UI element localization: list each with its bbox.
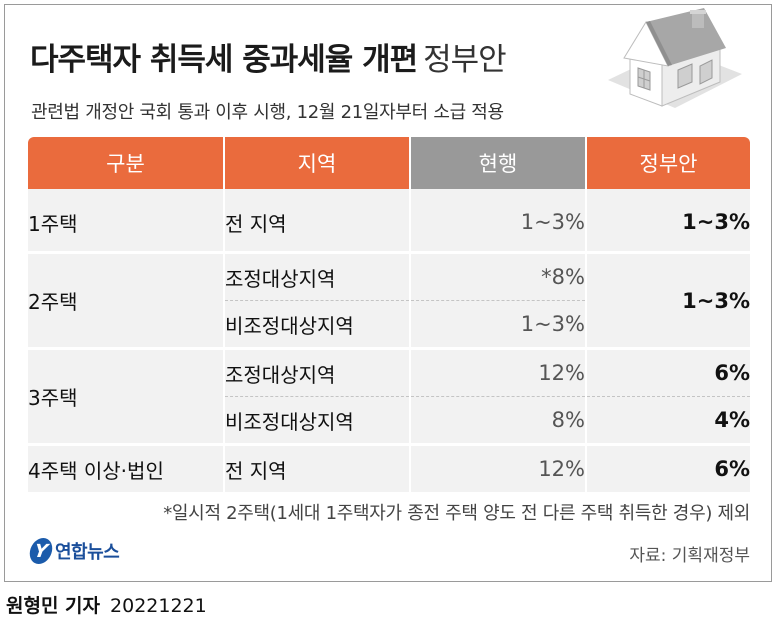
table-row: 비조정대상지역 8% 4%: [28, 396, 750, 445]
table-row: 3주택 조정대상지역 12% 6%: [28, 347, 750, 445]
current-rate-cell: 8%: [410, 396, 587, 445]
category-cell: 4주택 이상·법인: [28, 443, 225, 492]
proposal-rate-cell: 4%: [586, 396, 750, 445]
publish-date: 20221221: [110, 595, 207, 617]
region-cell: 전 지역: [224, 189, 411, 253]
proposal-rate-cell: 6%: [586, 443, 750, 492]
current-rate-cell: 12%: [410, 443, 587, 492]
current-rate-cell: 12%: [410, 347, 587, 397]
region-cell: 비조정대상지역: [224, 396, 411, 445]
yonhap-logo-icon: Y: [27, 538, 55, 564]
category-cell: 1주택: [28, 189, 225, 253]
table-row: 2주택 조정대상지역 *8% 1~3%: [28, 251, 750, 349]
region-cell: 전 지역: [224, 443, 411, 492]
footnote: *일시적 2주택(1세대 1주택자가 종전 주택 양도 전 다른 주택 취득한 …: [163, 503, 750, 524]
proposal-rate-cell: 6%: [586, 347, 750, 397]
title-suffix: 정부안: [423, 42, 507, 78]
header-proposal: 정부안: [586, 137, 750, 189]
source-credit: 자료: 기획재정부: [629, 546, 750, 566]
current-rate-cell: 1~3%: [410, 300, 587, 349]
table-row: 4주택 이상·법인 전 지역 12% 6%: [28, 443, 750, 492]
category-cell: 2주택: [28, 251, 225, 349]
header-region: 지역: [224, 137, 411, 189]
current-rate-cell: *8%: [410, 251, 587, 301]
house-illustration: [608, 8, 742, 108]
region-cell: 조정대상지역: [224, 251, 411, 301]
region-cell: 조정대상지역: [224, 347, 411, 397]
proposal-rate-cell: 1~3%: [586, 251, 750, 349]
byline: 원형민 기자 20221221: [6, 591, 207, 618]
table-header-row: 구분 지역 현행 정부안: [28, 137, 750, 189]
reporter-name: 원형민 기자: [6, 595, 101, 617]
page-subtitle: 관련법 개정안 국회 통과 이후 시행, 12월 21일자부터 소급 적용: [31, 102, 504, 123]
yonhap-logo: Y 연합뉴스: [27, 536, 120, 566]
header-current: 현행: [410, 137, 587, 189]
page-title: 다주택자 취득세 중과세율 개편 정부안: [30, 34, 507, 79]
title-main: 다주택자 취득세 중과세율 개편: [30, 42, 418, 78]
current-rate-cell: 1~3%: [410, 189, 587, 253]
proposal-rate-cell: 1~3%: [586, 189, 750, 253]
yonhap-logo-text: 연합뉴스: [55, 542, 120, 563]
category-cell: 3주택: [28, 347, 225, 445]
tax-rate-table: 구분 지역 현행 정부안 1주택 전 지역 1~3% 1~3% 2주택 조정대상…: [28, 137, 750, 492]
table-row: 1주택 전 지역 1~3% 1~3%: [28, 189, 750, 253]
table-row: 비조정대상지역 1~3%: [28, 300, 750, 349]
region-cell: 비조정대상지역: [224, 300, 411, 349]
header-category: 구분: [28, 137, 225, 189]
